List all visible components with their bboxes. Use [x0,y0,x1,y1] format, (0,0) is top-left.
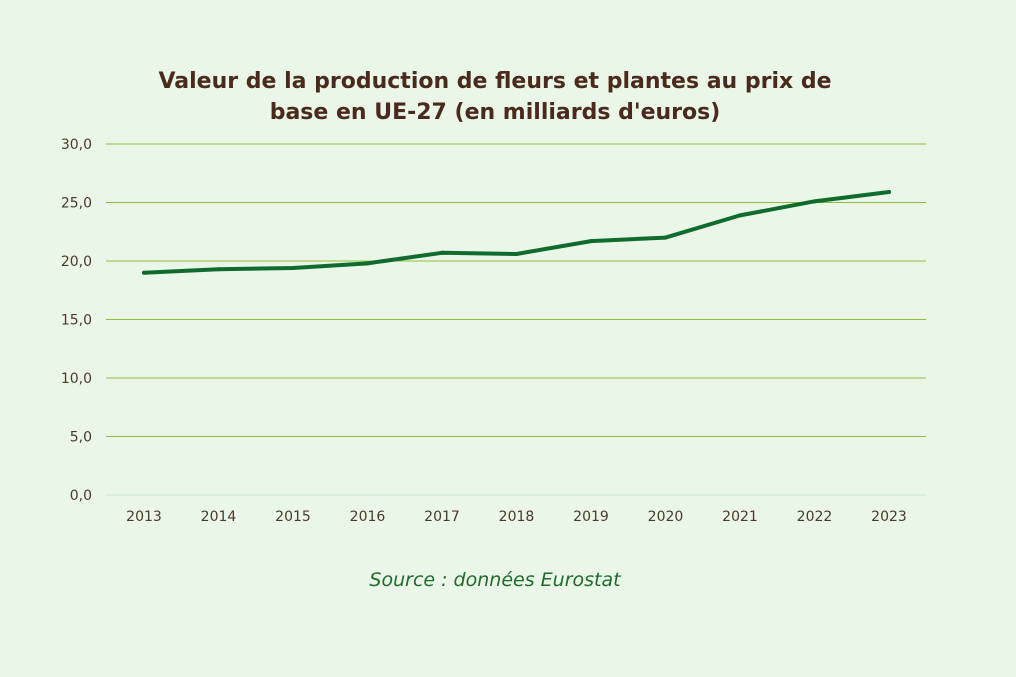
y-tick-label: 15,0 [61,313,92,329]
x-tick-label: 2016 [350,509,386,525]
x-tick-label: 2020 [648,509,684,525]
data-point [291,266,295,271]
data-point [142,270,146,275]
y-tick-label: 10,0 [61,371,92,387]
x-tick-label: 2013 [126,509,162,525]
data-point [589,239,593,244]
x-tick-label: 2019 [573,509,609,525]
data-point [887,189,891,194]
y-tick-label: 0,0 [70,488,92,504]
x-tick-label: 2017 [424,509,460,525]
data-point [514,251,519,256]
y-tick-label: 5,0 [70,430,92,446]
chart-title: Valeur de la production de fleurs et pla… [0,66,990,128]
chart-title-line-2: base en UE-27 (en milliards d'euros) [269,100,721,125]
x-axis-ticks: 2013 2014 2015 2016 2017 2018 2019 2020 2021 2022… [126,509,907,525]
y-tick-label: 30,0 [61,137,92,153]
x-tick-label: 2014 [201,509,237,525]
line-chart: 0,05,010,015,020,025,030,0 2013 2014 2015 2… [61,137,926,525]
data-point [365,261,370,266]
data-point [216,267,221,272]
x-tick-label: 2022 [797,509,833,525]
y-tick-label: 20,0 [61,254,92,270]
x-tick-label: 2023 [871,509,907,525]
data-point [812,199,817,204]
data-point [738,213,742,218]
y-tick-label: 25,0 [61,196,92,212]
chart-title-line-1: Valeur de la production de fleurs et pla… [158,69,832,94]
x-tick-label: 2021 [722,509,758,525]
x-tick-label: 2015 [275,509,311,525]
data-point [663,235,668,240]
series-layer [142,189,891,275]
grid-layer [106,143,926,496]
y-axis-ticks: 0,0 5,0 10,0 15,0 20,0 25,0 30,0 [61,137,92,504]
data-point [440,250,444,255]
x-tick-label: 2018 [499,509,535,525]
source-note: Source : données Eurostat [369,569,621,591]
